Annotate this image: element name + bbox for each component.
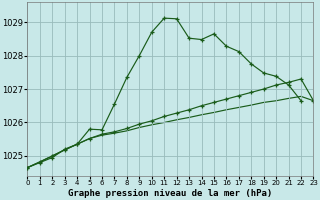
X-axis label: Graphe pression niveau de la mer (hPa): Graphe pression niveau de la mer (hPa) (68, 189, 273, 198)
